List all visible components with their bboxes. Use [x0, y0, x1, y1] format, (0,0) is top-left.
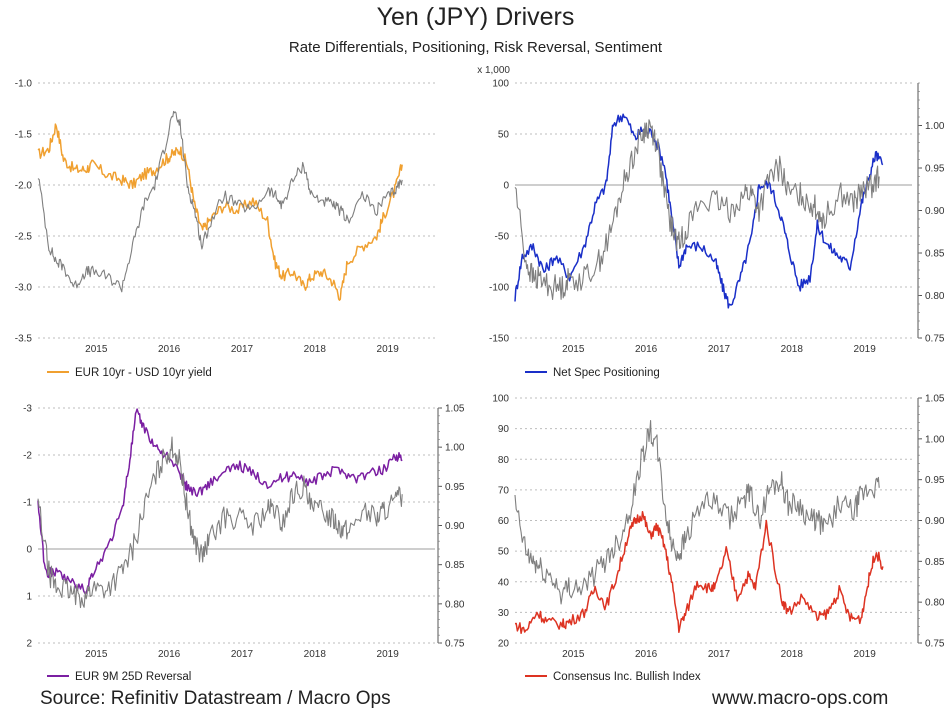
y-tick-label: 80	[498, 455, 510, 466]
y-tick-label: 50	[498, 130, 510, 141]
right-tick-label: 0.85	[925, 249, 945, 260]
y-tick-label: 50	[498, 547, 510, 558]
unit-label: x 1,000	[477, 65, 510, 76]
right-tick-label: 1.00	[445, 443, 465, 454]
x-tick-label: 2017	[708, 344, 731, 355]
y-tick-label: -1.5	[15, 130, 33, 141]
right-tick-label: 0.90	[445, 521, 465, 532]
y-tick-label: 60	[498, 516, 510, 527]
x-tick-label: 2016	[635, 344, 658, 355]
legend-label: EUR 10yr - USD 10yr yield	[75, 367, 212, 379]
right-tick-label: 1.05	[445, 404, 465, 415]
x-tick-label: 2018	[304, 344, 327, 355]
series-line-usdjpy	[514, 119, 880, 301]
right-tick-label: 0.95	[445, 482, 465, 493]
website-note: www.macro-ops.com	[712, 688, 889, 709]
right-tick-label: 1.00	[925, 121, 945, 132]
y-tick-label: -50	[495, 232, 510, 243]
right-tick-label: 0.85	[925, 557, 945, 568]
x-tick-label: 2017	[231, 344, 254, 355]
series-line-eur-9m-25d-reversal	[37, 408, 403, 595]
x-tick-label: 2016	[158, 649, 181, 660]
y-tick-label: 0	[503, 181, 509, 192]
x-tick-label: 2019	[854, 344, 877, 355]
legend-label: EUR 9M 25D Reversal	[75, 671, 191, 683]
x-tick-label: 2018	[781, 649, 804, 660]
x-tick-label: 2015	[562, 649, 585, 660]
chart-sentiment: 100 90 80 70 60 50 40 30 20 2015 2016 2017 2018 2019 1…	[492, 394, 945, 684]
y-tick-label: -2.0	[15, 181, 33, 192]
x-tick-label: 2018	[304, 649, 327, 660]
right-tick-label: 0.90	[925, 206, 945, 217]
y-tick-label: 2	[26, 639, 32, 650]
y-tick-label: -3	[23, 404, 32, 415]
y-tick-label: -3.5	[15, 334, 33, 345]
y-tick-label: 100	[492, 79, 509, 90]
y-tick-label: -3.0	[15, 283, 33, 294]
right-tick-label: 0.95	[925, 164, 945, 175]
y-tick-label: -2.5	[15, 232, 33, 243]
chart-positioning: 100 50 0 -50 -100 -150 2015 2016 2017 2018 2019 1.0…	[477, 65, 945, 379]
right-tick-label: 0.75	[925, 639, 945, 650]
source-note: Source: Refinitiv Datastream / Macro Ops	[40, 688, 391, 709]
right-tick-label: 0.80	[925, 598, 945, 609]
x-tick-label: 2019	[377, 344, 400, 355]
right-tick-label: 1.00	[925, 434, 945, 445]
x-tick-label: 2017	[708, 649, 731, 660]
series-line-net-spec-positioning	[514, 113, 884, 309]
right-tick-label: 0.75	[445, 639, 465, 650]
y-tick-label: 0	[26, 545, 32, 556]
x-tick-label: 2019	[377, 649, 400, 660]
x-tick-label: 2019	[854, 649, 877, 660]
y-tick-label: -2	[23, 451, 32, 462]
y-tick-label: -1	[23, 498, 32, 509]
y-tick-label: 100	[492, 394, 509, 405]
y-tick-label: 20	[498, 639, 510, 650]
legend-label: Net Spec Positioning	[553, 367, 660, 379]
x-tick-label: 2015	[85, 649, 108, 660]
x-tick-label: 2017	[231, 649, 254, 660]
right-tick-label: 1.05	[925, 394, 945, 405]
series-line-usdjpy	[37, 436, 403, 609]
chart-risk-reversal: -3 -2 -1 0 1 2 2015 2016 2017 2018 2019 1.05 1.00 0.9…	[23, 404, 465, 684]
y-tick-label: 40	[498, 577, 510, 588]
right-tick-label: 0.75	[925, 334, 945, 345]
page-title: Yen (JPY) Drivers	[376, 3, 575, 31]
right-tick-label: 0.90	[925, 516, 945, 527]
right-tick-label: 0.95	[925, 475, 945, 486]
x-tick-label: 2016	[158, 344, 181, 355]
y-tick-label: -1.0	[15, 79, 33, 90]
x-tick-label: 2015	[85, 344, 108, 355]
series-line-usdjpy	[514, 420, 880, 605]
y-tick-label: 30	[498, 608, 510, 619]
y-tick-label: 90	[498, 424, 510, 435]
right-tick-label: 0.80	[445, 599, 465, 610]
right-tick-label: 0.85	[445, 560, 465, 571]
x-tick-label: 2016	[635, 649, 658, 660]
series-line-consensus-inc-bullish-index	[514, 510, 884, 635]
right-tick-label: 0.80	[925, 291, 945, 302]
y-tick-label: 70	[498, 485, 510, 496]
y-tick-label: 1	[26, 592, 32, 603]
y-tick-label: -100	[489, 283, 509, 294]
series-line-usdjpy	[37, 110, 403, 293]
x-tick-label: 2018	[781, 344, 804, 355]
legend-label: Consensus Inc. Bullish Index	[553, 671, 701, 683]
y-tick-label: -150	[489, 334, 509, 345]
series-line-eur-10yr-usd-10yr-yield	[37, 123, 403, 301]
page-subtitle: Rate Differentials, Positioning, Risk Re…	[288, 39, 663, 56]
x-tick-label: 2015	[562, 344, 585, 355]
chart-rate-diff: -1.0 -1.5 -2.0 -2.5 -3.0 -3.5 2015 2016 2017 2018…	[15, 79, 435, 379]
